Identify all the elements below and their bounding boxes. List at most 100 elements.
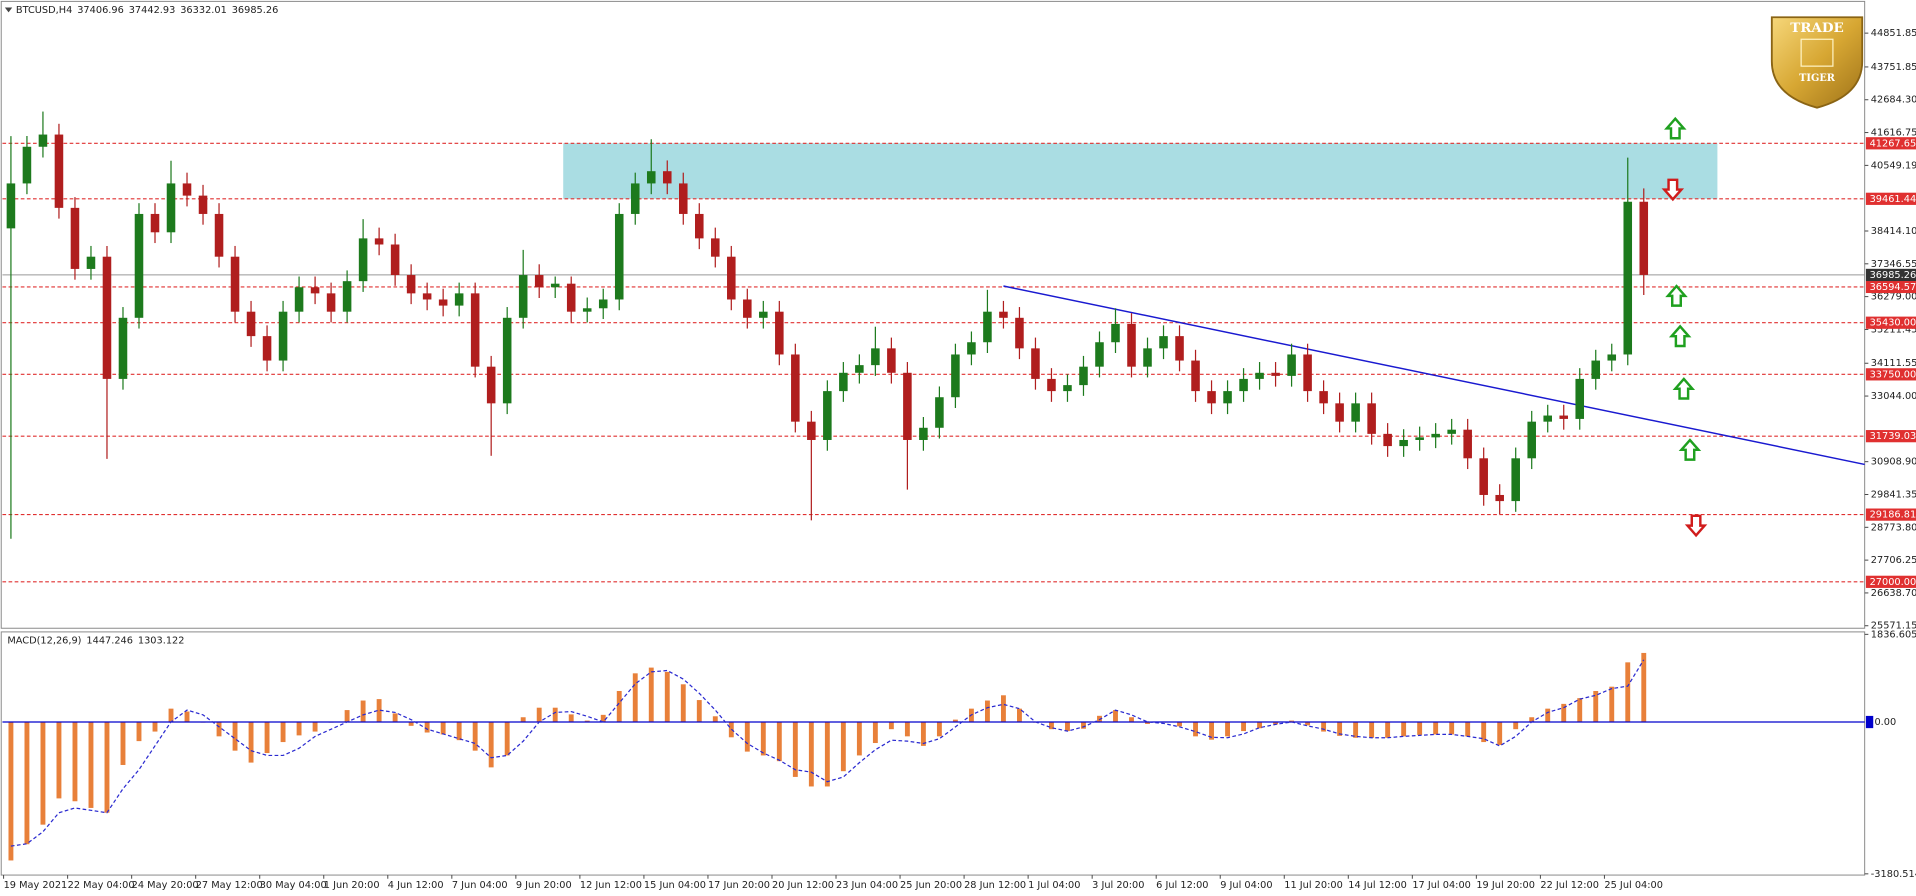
candle-body bbox=[1047, 378, 1056, 392]
macd-bar bbox=[1641, 652, 1647, 723]
macd-bar bbox=[952, 719, 958, 723]
zero-label-box bbox=[1865, 715, 1874, 729]
macd-bar bbox=[136, 722, 142, 742]
price-layer: 44851.85 43751.85 42684.30 41616.75 40549.19… bbox=[2, 28, 1916, 632]
symbol-header: BTCUSD,H4 37406.96 37442.93 36332.01 36985.2… bbox=[16, 5, 278, 16]
candle-body bbox=[1143, 348, 1152, 367]
candle-body bbox=[1495, 494, 1504, 502]
x-tick-label: 28 Jun 12:00 bbox=[964, 880, 1026, 891]
macd-bar bbox=[712, 716, 718, 723]
candle-body bbox=[711, 238, 720, 257]
macd-bar bbox=[760, 722, 766, 756]
macd-bar bbox=[1257, 722, 1263, 729]
x-tick-label: 4 Jun 12:00 bbox=[388, 880, 444, 891]
macd-bar bbox=[824, 722, 830, 787]
macd-bar bbox=[88, 722, 94, 808]
x-tick-label: 30 May 04:00 bbox=[260, 880, 327, 891]
candle-body bbox=[182, 183, 192, 196]
candle-body bbox=[855, 365, 864, 373]
logo-shield bbox=[1770, 16, 1864, 109]
candle-body bbox=[1223, 391, 1232, 404]
y-tick-label: 43751.85 bbox=[1871, 62, 1916, 73]
candle-body bbox=[1447, 429, 1456, 434]
macd-bar bbox=[744, 722, 750, 752]
level-label: 35430.00 bbox=[1870, 318, 1916, 329]
candle-body bbox=[678, 183, 688, 214]
candle-body bbox=[598, 299, 608, 309]
macd-bar bbox=[1209, 722, 1214, 740]
candle-body bbox=[390, 244, 400, 276]
candle-body bbox=[1607, 354, 1617, 361]
y-tick-label: 41616.75 bbox=[1871, 128, 1916, 139]
level-label: 41267.65 bbox=[1870, 138, 1916, 149]
macd-bar bbox=[1465, 722, 1471, 737]
macd-bar bbox=[568, 714, 574, 723]
candle-body bbox=[102, 256, 112, 379]
close-readout: 36985.26 bbox=[232, 5, 279, 16]
x-tick-label: 25 Jun 20:00 bbox=[900, 880, 962, 891]
candle-body bbox=[1095, 342, 1104, 367]
macd-bar bbox=[312, 722, 318, 732]
supply-zone bbox=[563, 143, 1718, 199]
logo-bottom: TIGER bbox=[1799, 73, 1836, 84]
signal-line bbox=[10, 659, 1645, 847]
y-tick-label: 35211.45 bbox=[1871, 324, 1916, 335]
macd-bar bbox=[552, 707, 558, 723]
candle-body bbox=[1335, 403, 1344, 422]
macd-bar bbox=[1049, 722, 1054, 730]
macd-bar bbox=[24, 722, 30, 845]
candle-body bbox=[1207, 391, 1216, 404]
candle-body bbox=[198, 195, 208, 214]
candle-body bbox=[630, 183, 640, 214]
candle-body bbox=[278, 311, 288, 361]
candle-body bbox=[807, 421, 816, 440]
trendline bbox=[1003, 285, 1865, 466]
macd-bar bbox=[600, 714, 606, 723]
candle-body bbox=[967, 342, 976, 355]
macd-bar bbox=[936, 722, 942, 737]
x-tick-label: 17 Jun 20:00 bbox=[708, 880, 770, 891]
y-tick-label: 34111.55 bbox=[1871, 358, 1916, 369]
candle-body bbox=[230, 256, 240, 312]
y-tick-label: 37346.55 bbox=[1871, 259, 1916, 270]
macd-bar bbox=[1241, 722, 1247, 732]
candle-body bbox=[406, 275, 416, 294]
candle-body bbox=[534, 275, 544, 288]
candle-body bbox=[582, 308, 592, 312]
macd-bar bbox=[1097, 715, 1102, 723]
macd-bar bbox=[72, 722, 78, 802]
logo: TRADE TIGER bbox=[1770, 16, 1864, 109]
macd-bar bbox=[888, 722, 894, 730]
menu-triangle[interactable] bbox=[4, 7, 13, 13]
macd-bar bbox=[1225, 722, 1230, 737]
candle-body bbox=[646, 171, 656, 184]
y-tick-label: 30908.90 bbox=[1871, 457, 1916, 468]
macd-bar bbox=[984, 700, 990, 723]
level-label: 36594.57 bbox=[1870, 282, 1916, 293]
symbol: BTCUSD,H4 bbox=[16, 5, 72, 16]
macd-bar bbox=[1193, 722, 1198, 737]
candle-body bbox=[502, 317, 512, 404]
level-label: 31739.03 bbox=[1870, 431, 1916, 442]
candle-body bbox=[1463, 429, 1472, 459]
macd-bar bbox=[1593, 690, 1599, 723]
candle-body bbox=[38, 134, 48, 147]
macd-bar bbox=[904, 722, 910, 737]
macd-bar bbox=[504, 722, 510, 756]
level-label: 39461.44 bbox=[1870, 194, 1916, 205]
x-tick-label: 3 Jul 20:00 bbox=[1092, 880, 1144, 891]
candle-body bbox=[887, 348, 896, 373]
candle-body bbox=[374, 238, 384, 245]
x-tick-label: 12 Jun 12:00 bbox=[580, 880, 642, 891]
x-tick-label: 15 Jun 04:00 bbox=[644, 880, 706, 891]
candle-body bbox=[1559, 415, 1569, 419]
candle-body bbox=[246, 311, 256, 337]
level-label-box bbox=[1865, 137, 1916, 150]
level-label-box bbox=[1865, 316, 1916, 329]
macd-bar bbox=[616, 690, 622, 723]
x-tick-label: 19 May 2021 bbox=[4, 880, 68, 891]
candle-body bbox=[1255, 372, 1264, 379]
x-tick-label: 14 Jul 12:00 bbox=[1348, 880, 1407, 891]
candle-body bbox=[1127, 323, 1136, 367]
macd-bar bbox=[1449, 722, 1455, 735]
